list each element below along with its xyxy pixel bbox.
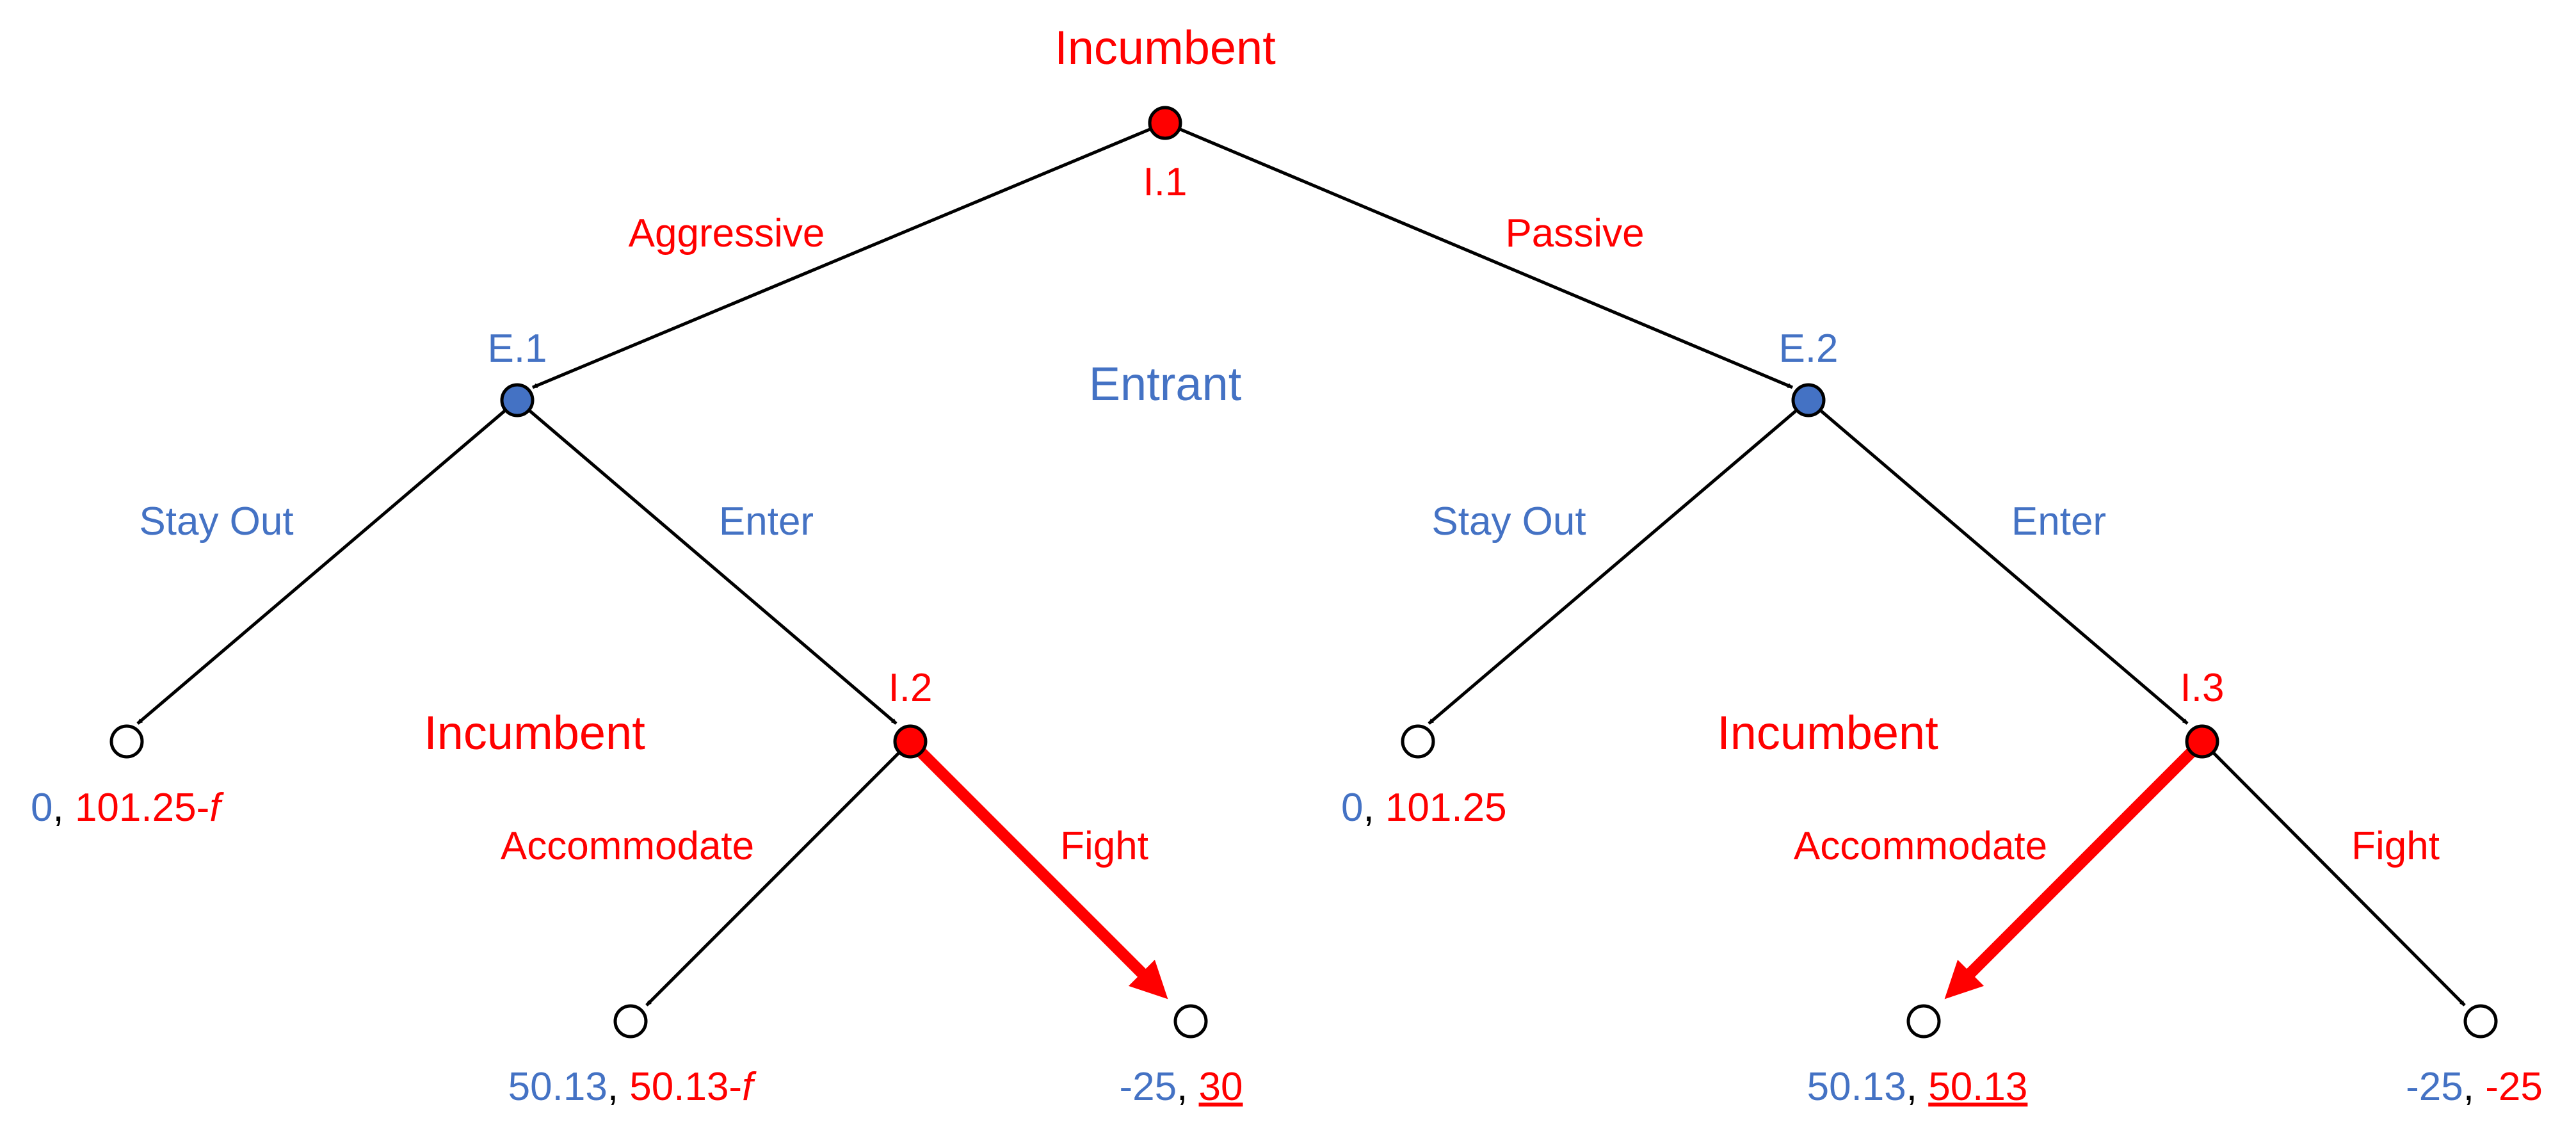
- payoff-incumbent-best-response: 50.13: [1928, 1065, 2027, 1109]
- payoff-incumbent: 101.25: [1385, 786, 1507, 830]
- payoff-terminal-6: -25, -25: [2406, 1065, 2543, 1109]
- payoff-terminal-1: 0, 101.25-f: [31, 786, 224, 830]
- payoff-incumbent: -25: [2485, 1065, 2543, 1109]
- player-label-incumbent-right: Incumbent: [1717, 706, 1938, 759]
- payoff-separator: ,: [1906, 1065, 1928, 1109]
- edge-e2-enter: [1807, 399, 2189, 725]
- edge-e1-stay-out: [136, 399, 519, 725]
- payoff-entrant: 50.13: [508, 1065, 608, 1109]
- terminal-node-6: [2463, 1004, 2498, 1039]
- payoff-separator: ,: [1177, 1065, 1198, 1109]
- terminal-node-1: [109, 724, 144, 759]
- node-label-e1: E.1: [487, 327, 547, 371]
- player-label-incumbent-top: Incumbent: [1054, 21, 1276, 74]
- payoff-incumbent: 50.13-: [629, 1065, 742, 1109]
- terminal-node-3: [1173, 1004, 1208, 1039]
- edge-i3-accommodate-equilibrium: [1944, 737, 2207, 999]
- edge-e2-stay-out: [1428, 399, 1810, 725]
- terminal-node-4: [1401, 724, 1435, 759]
- payoff-fixed-cost: f: [209, 786, 224, 830]
- action-label-aggressive: Aggressive: [629, 211, 825, 255]
- payoff-incumbent-best-response: 30: [1199, 1065, 1243, 1109]
- node-label-e2: E.2: [1778, 327, 1838, 371]
- payoff-separator: ,: [2463, 1065, 2485, 1109]
- node-label-i3: I.3: [2180, 666, 2225, 710]
- action-label-e1-stay-out: Stay Out: [139, 499, 293, 544]
- edge-i3-fight: [2201, 740, 2466, 1007]
- node-label-i1: I.1: [1143, 160, 1187, 204]
- decision-node-i1: [1148, 106, 1182, 140]
- edge-i1-aggressive: [532, 121, 1166, 389]
- payoff-entrant: 0: [1341, 786, 1363, 830]
- payoff-entrant: 50.13: [1807, 1065, 1906, 1109]
- decision-node-e1: [500, 383, 535, 417]
- payoff-terminal-4: 0, 101.25: [1341, 786, 1507, 830]
- action-label-i3-accommodate: Accommodate: [1794, 824, 2047, 868]
- node-label-i2: I.2: [889, 666, 933, 710]
- action-label-e2-enter: Enter: [2011, 499, 2106, 544]
- action-label-passive: Passive: [1505, 211, 1644, 255]
- payoff-terminal-3: -25, 30: [1119, 1065, 1243, 1109]
- player-label-incumbent-left: Incumbent: [424, 706, 645, 759]
- decision-node-i3: [2185, 724, 2219, 759]
- edge-e1-enter: [516, 399, 898, 725]
- action-label-i2-fight: Fight: [1060, 824, 1148, 868]
- edge-i1-passive: [1164, 121, 1793, 389]
- payoff-entrant: 0: [31, 786, 52, 830]
- terminal-node-2: [613, 1004, 648, 1039]
- action-label-e2-stay-out: Stay Out: [1431, 499, 1586, 544]
- payoff-separator: ,: [608, 1065, 629, 1109]
- payoff-terminal-5: 50.13, 50.13: [1807, 1065, 2028, 1109]
- player-label-entrant: Entrant: [1089, 357, 1242, 410]
- decision-node-e2: [1791, 383, 1826, 417]
- edge-i2-fight-equilibrium: [906, 737, 1168, 999]
- edge-i2-accommodate: [645, 740, 912, 1007]
- action-label-i2-accommodate: Accommodate: [501, 824, 754, 868]
- payoff-terminal-2: 50.13, 50.13-f: [508, 1065, 757, 1109]
- decision-node-i2: [893, 724, 928, 759]
- action-label-i3-fight: Fight: [2351, 824, 2440, 868]
- payoff-entrant: -25: [1119, 1065, 1177, 1109]
- payoff-separator: ,: [52, 786, 74, 830]
- payoff-incumbent: 101.25-: [75, 786, 209, 830]
- action-label-e1-enter: Enter: [719, 499, 814, 544]
- terminal-node-5: [1906, 1004, 1941, 1039]
- payoff-entrant: -25: [2406, 1065, 2463, 1109]
- payoff-separator: ,: [1363, 786, 1385, 830]
- payoff-fixed-cost: f: [742, 1065, 757, 1109]
